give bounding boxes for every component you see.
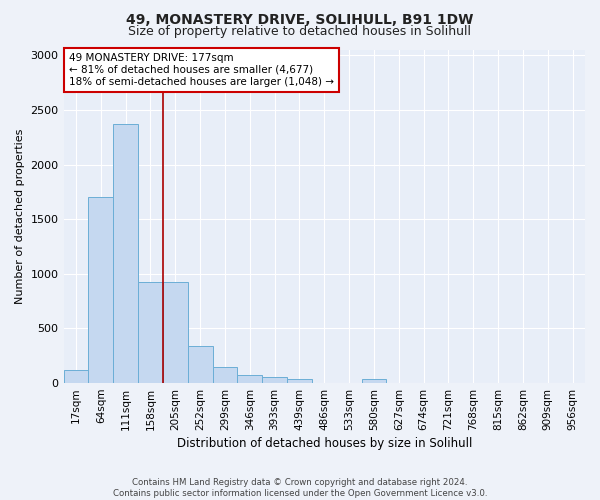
Bar — [238, 375, 262, 383]
Bar — [138, 282, 163, 383]
Text: 49, MONASTERY DRIVE, SOLIHULL, B91 1DW: 49, MONASTERY DRIVE, SOLIHULL, B91 1DW — [127, 12, 473, 26]
Bar — [88, 198, 113, 383]
Bar — [113, 124, 138, 383]
Text: 49 MONASTERY DRIVE: 177sqm
← 81% of detached houses are smaller (4,677)
18% of s: 49 MONASTERY DRIVE: 177sqm ← 81% of deta… — [69, 54, 334, 86]
X-axis label: Distribution of detached houses by size in Solihull: Distribution of detached houses by size … — [176, 437, 472, 450]
Y-axis label: Number of detached properties: Number of detached properties — [15, 129, 25, 304]
Bar — [212, 366, 238, 383]
Text: Contains HM Land Registry data © Crown copyright and database right 2024.
Contai: Contains HM Land Registry data © Crown c… — [113, 478, 487, 498]
Text: Size of property relative to detached houses in Solihull: Size of property relative to detached ho… — [128, 25, 472, 38]
Bar — [262, 377, 287, 383]
Bar — [163, 282, 188, 383]
Bar — [362, 379, 386, 383]
Bar — [287, 379, 312, 383]
Bar — [188, 346, 212, 383]
Bar — [64, 370, 88, 383]
